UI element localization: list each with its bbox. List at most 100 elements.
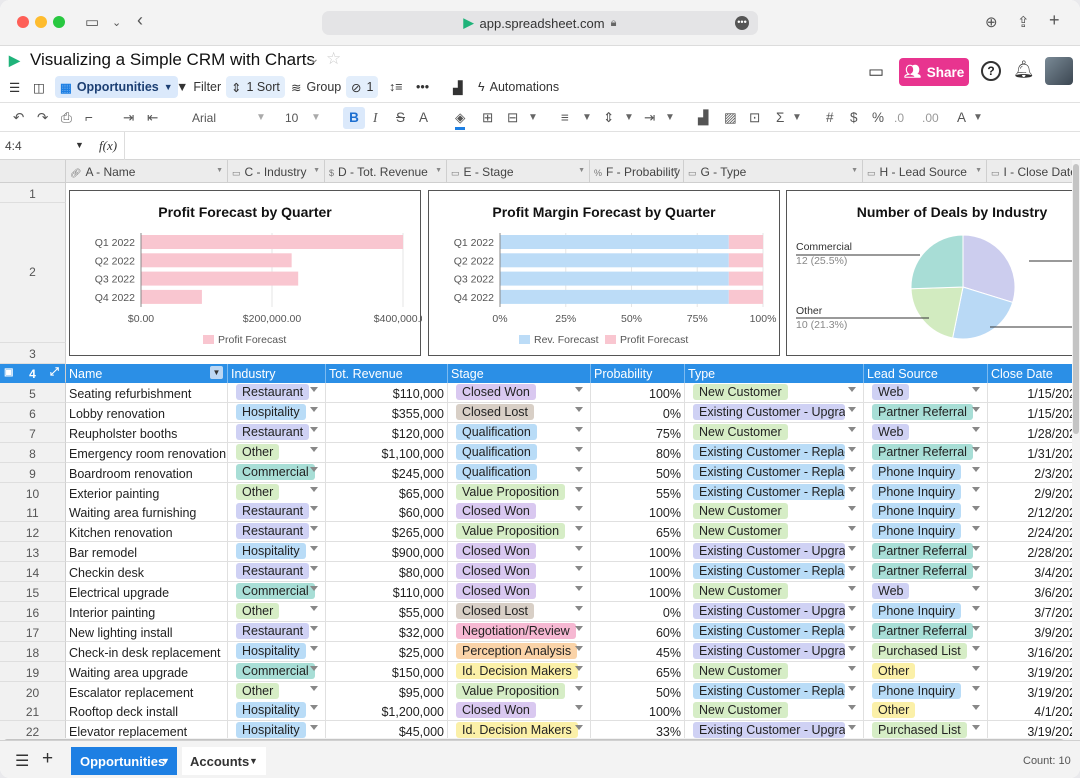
chevron-down-icon[interactable] bbox=[848, 506, 856, 511]
chevron-down-icon[interactable] bbox=[972, 546, 980, 551]
row-number[interactable]: 7 bbox=[0, 423, 66, 443]
row-number[interactable]: 8 bbox=[0, 443, 66, 463]
url-bar[interactable]: ▶ app.spreadsheet.com 🔒︎ ••• bbox=[322, 11, 758, 35]
chevron-down-icon[interactable] bbox=[972, 447, 980, 452]
column-header[interactable]: % F - Probability ▼ bbox=[590, 160, 684, 183]
chevron-down-icon[interactable] bbox=[972, 526, 980, 531]
document-title[interactable]: Visualizing a Simple CRM with Charts bbox=[30, 50, 316, 69]
row-number[interactable]: 2 bbox=[0, 203, 66, 343]
table-cell-prob[interactable]: 100% bbox=[591, 383, 685, 403]
table-cell-date[interactable]: 3/19/202 bbox=[988, 682, 1080, 702]
row-number[interactable]: 17 bbox=[0, 622, 66, 642]
table-cell-industry[interactable]: Hospitality bbox=[228, 542, 326, 562]
table-cell-prob[interactable]: 100% bbox=[591, 502, 685, 522]
sheet-tab-accounts[interactable]: Accounts ▼ bbox=[182, 747, 266, 775]
table-header-cell[interactable]: Stage bbox=[448, 364, 591, 383]
column-header[interactable]: ▭ I - Close Date bbox=[987, 160, 1080, 183]
percent-icon[interactable]: % bbox=[872, 110, 885, 125]
table-cell-lead[interactable]: Partner Referral bbox=[864, 443, 988, 463]
currency-icon[interactable]: $ bbox=[850, 110, 858, 125]
table-cell-industry[interactable]: Restaurant bbox=[228, 502, 326, 522]
table-cell-lead[interactable]: Partner Referral bbox=[864, 542, 988, 562]
table-cell-stage[interactable]: Negotiation/Review bbox=[448, 622, 591, 642]
chevron-down-icon[interactable]: ▼ bbox=[665, 112, 675, 123]
sort-button[interactable]: ⇕ 1 Sort bbox=[226, 76, 285, 98]
chevron-down-icon[interactable] bbox=[575, 586, 583, 591]
table-cell-type[interactable]: Existing Customer - Upgrade bbox=[685, 542, 864, 562]
row-menu-icon[interactable]: ▣ bbox=[4, 367, 14, 378]
table-cell-industry[interactable]: Hospitality bbox=[228, 403, 326, 423]
chevron-down-icon[interactable] bbox=[972, 506, 980, 511]
table-cell-rev[interactable]: $80,000 bbox=[326, 562, 448, 582]
chevron-down-icon[interactable] bbox=[972, 467, 980, 472]
table-cell-name[interactable]: Electrical upgrade bbox=[66, 582, 228, 602]
chevron-down-icon[interactable]: ▼ bbox=[973, 112, 983, 123]
table-cell-industry[interactable]: Other bbox=[228, 443, 326, 463]
function-icon[interactable]: Σ bbox=[776, 110, 785, 125]
table-cell-lead[interactable]: Web bbox=[864, 383, 988, 403]
table-cell-type[interactable]: Existing Customer - Replacem bbox=[685, 682, 864, 702]
table-cell-prob[interactable]: 45% bbox=[591, 642, 685, 662]
table-cell-type[interactable]: New Customer bbox=[685, 522, 864, 542]
table-cell-name[interactable]: Escalator replacement bbox=[66, 682, 228, 702]
chevron-down-icon[interactable] bbox=[575, 526, 583, 531]
table-cell-prob[interactable]: 100% bbox=[591, 562, 685, 582]
cell-reference[interactable]: 4:4 bbox=[5, 139, 22, 153]
chevron-down-icon[interactable] bbox=[972, 705, 980, 710]
table-cell-date[interactable]: 1/31/202 bbox=[988, 443, 1080, 463]
table-cell-prob[interactable]: 55% bbox=[591, 483, 685, 503]
chevron-down-icon[interactable] bbox=[575, 447, 583, 452]
table-cell-industry[interactable]: Restaurant bbox=[228, 383, 326, 403]
share-button[interactable]: 👥︎ Share bbox=[899, 58, 969, 86]
chevron-down-icon[interactable] bbox=[972, 387, 980, 392]
paint-format-icon[interactable]: ⌐ bbox=[85, 110, 93, 125]
table-cell-name[interactable]: Exterior painting bbox=[66, 483, 228, 503]
help-icon[interactable]: ? bbox=[981, 61, 1001, 81]
table-cell-date[interactable]: 2/3/202 bbox=[988, 463, 1080, 483]
bold-button[interactable]: B bbox=[343, 107, 365, 129]
table-cell-name[interactable]: Kitchen renovation bbox=[66, 522, 228, 542]
row-number[interactable]: 19 bbox=[0, 662, 66, 682]
share-page-icon[interactable]: ⇪ bbox=[1017, 14, 1030, 31]
text-format-button[interactable]: A bbox=[957, 110, 967, 125]
table-cell-rev[interactable]: $60,000 bbox=[326, 502, 448, 522]
automations-button[interactable]: ϟ Automations bbox=[473, 76, 564, 98]
row-number[interactable]: 13 bbox=[0, 542, 66, 562]
table-cell-lead[interactable]: Phone Inquiry bbox=[864, 602, 988, 622]
chevron-down-icon[interactable] bbox=[972, 606, 980, 611]
row-number[interactable]: 18 bbox=[0, 642, 66, 662]
table-cell-type[interactable]: New Customer bbox=[685, 701, 864, 721]
table-cell-lead[interactable]: Other bbox=[864, 701, 988, 721]
chevron-down-icon[interactable] bbox=[575, 646, 583, 651]
chevron-down-icon[interactable] bbox=[972, 407, 980, 412]
chevron-down-icon[interactable] bbox=[972, 427, 980, 432]
table-cell-prob[interactable]: 100% bbox=[591, 542, 685, 562]
chevron-down-icon[interactable]: ▼ bbox=[256, 112, 266, 123]
table-cell-stage[interactable]: Qualification bbox=[448, 443, 591, 463]
table-cell-type[interactable]: Existing Customer - Replacem bbox=[685, 463, 864, 483]
chevron-down-icon[interactable] bbox=[310, 566, 318, 571]
table-cell-stage[interactable]: Closed Won bbox=[448, 701, 591, 721]
chevron-down-icon[interactable] bbox=[310, 506, 318, 511]
row-number-selected[interactable]: ▣ 4 ⤢ bbox=[0, 364, 66, 383]
chevron-down-icon[interactable] bbox=[972, 686, 980, 691]
row-number[interactable]: 1 bbox=[0, 183, 66, 203]
insert-comment-icon[interactable]: ⊡ bbox=[749, 110, 761, 125]
table-cell-type[interactable]: Existing Customer - Replacem bbox=[685, 562, 864, 582]
table-cell-prob[interactable]: 65% bbox=[591, 662, 685, 682]
profit-margin-chart[interactable]: Profit Margin Forecast by Quarter 0% 25% 5… bbox=[428, 190, 780, 356]
table-cell-industry[interactable]: Restaurant bbox=[228, 423, 326, 443]
table-cell-lead[interactable]: Web bbox=[864, 423, 988, 443]
table-cell-lead[interactable]: Phone Inquiry bbox=[864, 522, 988, 542]
table-header-cell[interactable]: Close Date bbox=[988, 364, 1080, 383]
avatar[interactable] bbox=[1045, 57, 1073, 85]
chevron-down-icon[interactable]: ▼ bbox=[75, 140, 84, 150]
table-cell-industry[interactable]: Commercial bbox=[228, 463, 326, 483]
row-number[interactable]: 3 bbox=[0, 343, 66, 364]
chevron-down-icon[interactable] bbox=[972, 487, 980, 492]
table-cell-lead[interactable]: Phone Inquiry bbox=[864, 502, 988, 522]
chevron-down-icon[interactable] bbox=[310, 427, 318, 432]
table-cell-date[interactable]: 3/6/202 bbox=[988, 582, 1080, 602]
table-cell-prob[interactable]: 60% bbox=[591, 622, 685, 642]
chevron-down-icon[interactable] bbox=[575, 506, 583, 511]
